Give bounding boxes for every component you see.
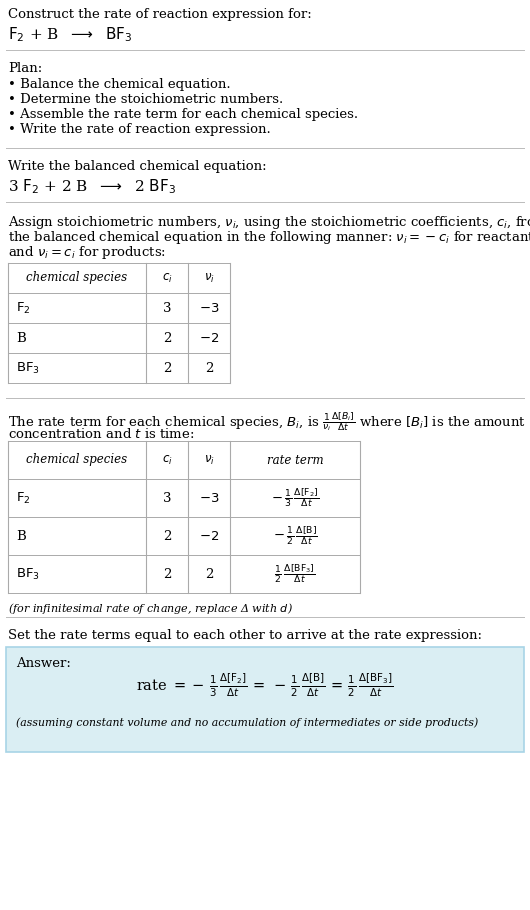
Text: $\mathrm{F_2}$ + B  $\longrightarrow$  $\mathrm{BF_3}$: $\mathrm{F_2}$ + B $\longrightarrow$ $\m… <box>8 25 132 44</box>
Text: $\nu_i$: $\nu_i$ <box>204 453 215 467</box>
Text: 3: 3 <box>163 491 171 504</box>
Text: • Determine the stoichiometric numbers.: • Determine the stoichiometric numbers. <box>8 93 283 106</box>
Text: B: B <box>16 331 26 345</box>
Text: $\nu_i$: $\nu_i$ <box>204 271 215 285</box>
Text: 2: 2 <box>163 530 171 542</box>
Text: (assuming constant volume and no accumulation of intermediates or side products): (assuming constant volume and no accumul… <box>16 717 478 728</box>
Text: Assign stoichiometric numbers, $\nu_i$, using the stoichiometric coefficients, $: Assign stoichiometric numbers, $\nu_i$, … <box>8 214 530 231</box>
Text: $\mathrm{BF_3}$: $\mathrm{BF_3}$ <box>16 566 40 581</box>
Text: $\mathrm{BF_3}$: $\mathrm{BF_3}$ <box>16 360 40 376</box>
Text: $\mathrm{F_2}$: $\mathrm{F_2}$ <box>16 300 31 316</box>
Text: the balanced chemical equation in the following manner: $\nu_i = -c_i$ for react: the balanced chemical equation in the fo… <box>8 229 530 246</box>
Text: $\frac{1}{2}\,\frac{\Delta[\mathrm{BF_3}]}{\Delta t}$: $\frac{1}{2}\,\frac{\Delta[\mathrm{BF_3}… <box>275 562 316 585</box>
Text: 2: 2 <box>205 361 213 375</box>
Text: $-2$: $-2$ <box>199 530 219 542</box>
Text: $-\,\frac{1}{3}\,\frac{\Delta[\mathrm{F_2}]}{\Delta t}$: $-\,\frac{1}{3}\,\frac{\Delta[\mathrm{F_… <box>271 487 319 510</box>
Text: 2: 2 <box>163 568 171 581</box>
Text: rate term: rate term <box>267 453 323 467</box>
Text: (for infinitesimal rate of change, replace Δ with $d$): (for infinitesimal rate of change, repla… <box>8 601 293 616</box>
Text: 2: 2 <box>163 331 171 345</box>
Text: 2: 2 <box>205 568 213 581</box>
Text: rate $= -\,\frac{1}{3}\,\frac{\Delta[\mathrm{F_2}]}{\Delta t}\,=\, -\,\frac{1}{2: rate $= -\,\frac{1}{3}\,\frac{\Delta[\ma… <box>136 672 394 699</box>
Text: $-2$: $-2$ <box>199 331 219 345</box>
Text: $c_i$: $c_i$ <box>162 453 172 467</box>
Text: $\mathrm{F_2}$: $\mathrm{F_2}$ <box>16 490 31 506</box>
Text: The rate term for each chemical species, $B_i$, is $\frac{1}{\nu_i}\frac{\Delta[: The rate term for each chemical species,… <box>8 410 526 433</box>
Text: 3: 3 <box>163 301 171 315</box>
Text: B: B <box>16 530 26 542</box>
Text: Construct the rate of reaction expression for:: Construct the rate of reaction expressio… <box>8 8 312 21</box>
Text: 2: 2 <box>163 361 171 375</box>
Text: $-3$: $-3$ <box>199 301 219 315</box>
Text: chemical species: chemical species <box>26 453 128 467</box>
Text: Plan:: Plan: <box>8 62 42 75</box>
Text: 3 $\mathrm{F_2}$ + 2 B  $\longrightarrow$  2 $\mathrm{BF_3}$: 3 $\mathrm{F_2}$ + 2 B $\longrightarrow$… <box>8 177 176 196</box>
Text: $-3$: $-3$ <box>199 491 219 504</box>
FancyBboxPatch shape <box>6 647 524 752</box>
Text: • Balance the chemical equation.: • Balance the chemical equation. <box>8 78 231 91</box>
Text: Answer:: Answer: <box>16 657 71 670</box>
Text: chemical species: chemical species <box>26 271 128 285</box>
Text: • Write the rate of reaction expression.: • Write the rate of reaction expression. <box>8 123 271 136</box>
Text: $c_i$: $c_i$ <box>162 271 172 285</box>
Text: Set the rate terms equal to each other to arrive at the rate expression:: Set the rate terms equal to each other t… <box>8 629 482 642</box>
Text: Write the balanced chemical equation:: Write the balanced chemical equation: <box>8 160 267 173</box>
Text: • Assemble the rate term for each chemical species.: • Assemble the rate term for each chemic… <box>8 108 358 121</box>
Text: and $\nu_i = c_i$ for products:: and $\nu_i = c_i$ for products: <box>8 244 166 261</box>
Text: concentration and $t$ is time:: concentration and $t$ is time: <box>8 427 195 441</box>
Text: $-\,\frac{1}{2}\,\frac{\Delta[\mathrm{B}]}{\Delta t}$: $-\,\frac{1}{2}\,\frac{\Delta[\mathrm{B}… <box>272 525 317 547</box>
